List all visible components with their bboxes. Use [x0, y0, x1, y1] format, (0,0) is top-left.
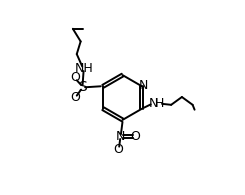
Text: O: O [114, 143, 123, 156]
Text: N: N [116, 130, 125, 143]
Text: N: N [139, 79, 148, 92]
Text: N: N [148, 97, 158, 110]
Text: S: S [78, 80, 87, 94]
Text: O: O [70, 71, 80, 84]
Text: O: O [70, 91, 80, 105]
Text: H: H [155, 97, 164, 110]
Text: NH: NH [75, 62, 94, 75]
Text: O: O [130, 130, 140, 143]
